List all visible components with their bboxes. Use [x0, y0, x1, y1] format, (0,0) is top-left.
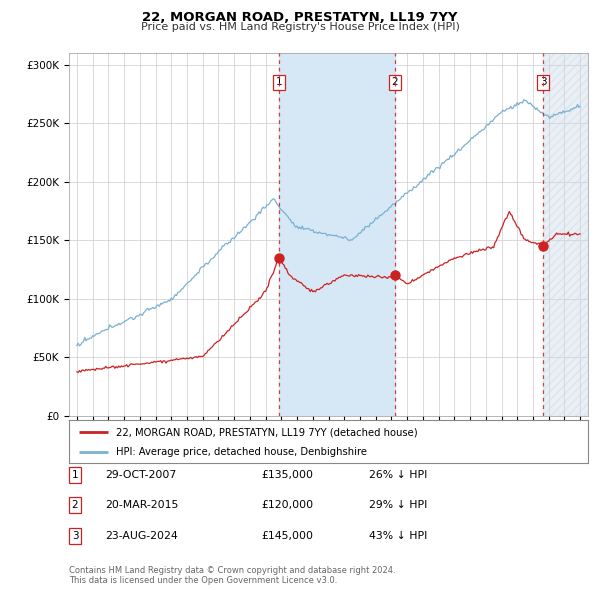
Text: 3: 3 — [71, 531, 79, 541]
Text: 1: 1 — [71, 470, 79, 480]
Text: 43% ↓ HPI: 43% ↓ HPI — [369, 531, 427, 541]
Text: £145,000: £145,000 — [261, 531, 313, 541]
Text: 22, MORGAN ROAD, PRESTATYN, LL19 7YY (detached house): 22, MORGAN ROAD, PRESTATYN, LL19 7YY (de… — [116, 427, 418, 437]
Text: 3: 3 — [540, 77, 547, 87]
Text: 23-AUG-2024: 23-AUG-2024 — [105, 531, 178, 541]
Text: 26% ↓ HPI: 26% ↓ HPI — [369, 470, 427, 480]
Bar — [278, 53, 395, 416]
Bar — [543, 53, 588, 416]
Text: £120,000: £120,000 — [261, 500, 313, 510]
Text: 2: 2 — [71, 500, 79, 510]
Text: 2: 2 — [392, 77, 398, 87]
Text: Price paid vs. HM Land Registry's House Price Index (HPI): Price paid vs. HM Land Registry's House … — [140, 22, 460, 32]
Text: HPI: Average price, detached house, Denbighshire: HPI: Average price, detached house, Denb… — [116, 447, 367, 457]
Text: £135,000: £135,000 — [261, 470, 313, 480]
Text: 20-MAR-2015: 20-MAR-2015 — [105, 500, 178, 510]
Text: 1: 1 — [275, 77, 282, 87]
Text: 29% ↓ HPI: 29% ↓ HPI — [369, 500, 427, 510]
Text: 22, MORGAN ROAD, PRESTATYN, LL19 7YY: 22, MORGAN ROAD, PRESTATYN, LL19 7YY — [142, 11, 458, 24]
Text: 29-OCT-2007: 29-OCT-2007 — [105, 470, 176, 480]
Text: This data is licensed under the Open Government Licence v3.0.: This data is licensed under the Open Gov… — [69, 576, 337, 585]
Text: Contains HM Land Registry data © Crown copyright and database right 2024.: Contains HM Land Registry data © Crown c… — [69, 566, 395, 575]
